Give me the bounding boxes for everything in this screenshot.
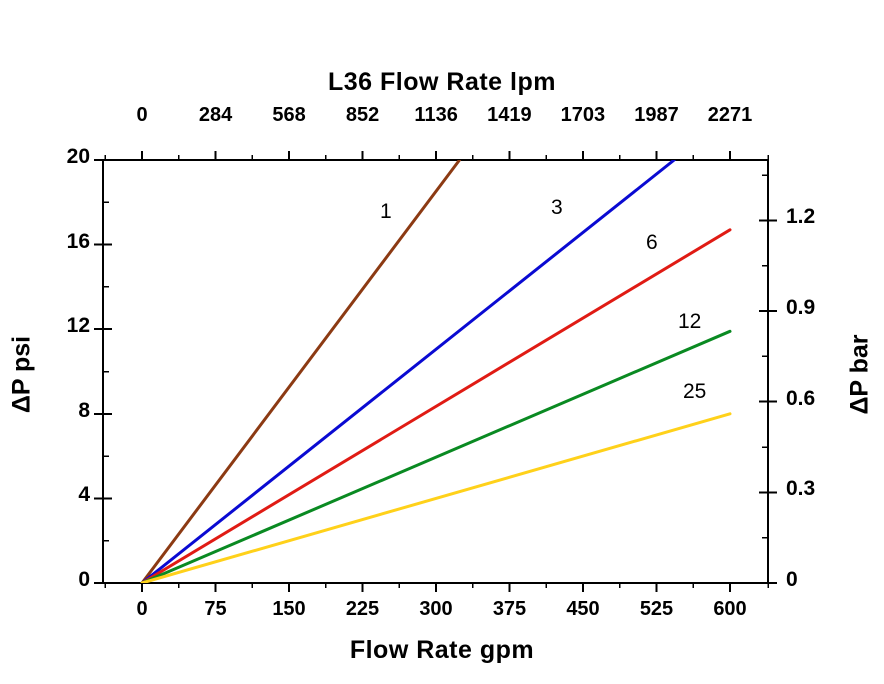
ytick-label-left-16: 16 [66,229,90,253]
ytick-label-right-0p6: 0.6 [786,386,816,410]
series-line-3 [140,160,676,583]
ytick-label-left-12: 12 [66,314,90,338]
curve-label-3: 3 [551,196,563,219]
xtick-label-top-568: 568 [272,104,306,126]
top-axis-title: L36 Flow Rate lpm [328,68,556,96]
ytick-label-left-8: 8 [78,398,90,422]
xtick-label-bottom-450: 450 [566,598,600,620]
xtick-label-bottom-225: 225 [345,598,380,620]
xtick-label-top-284: 284 [198,104,233,126]
xtick-label-bottom-375: 375 [492,598,527,620]
ytick-label-right-0: 0 [786,568,798,591]
curve-label-1: 1 [380,200,392,223]
curve-label-12: 12 [678,310,702,333]
xtick-label-top-852: 852 [345,104,380,126]
series-line-12 [140,329,732,583]
xtick-label-bottom-150: 150 [272,598,306,620]
xtick-label-bottom-75: 75 [204,598,227,620]
series-group [140,160,732,583]
xtick-label-bottom-0: 0 [136,598,148,620]
xtick-label-top-2271: 2271 [707,104,753,126]
ytick-label-right-1p2: 1.2 [786,205,816,229]
xtick-label-top-0: 0 [136,104,148,126]
xtick-label-top-1419: 1419 [487,104,532,126]
curve-label-6: 6 [646,231,658,254]
bottom-axis-title: Flow Rate gpm [349,636,535,664]
series-line-25 [140,412,732,583]
ytick-label-right-0p9: 0.9 [786,296,816,320]
xtick-label-top-1703: 1703 [560,104,606,126]
ytick-label-left-0: 0 [78,568,90,591]
ytick-label-left-4: 4 [78,483,90,507]
ytick-label-left-20: 20 [66,145,90,168]
xtick-label-top-1987: 1987 [634,104,679,126]
xtick-label-bottom-525: 525 [639,598,674,620]
ytick-label-right-0p3: 0.3 [786,477,816,501]
xtick-label-bottom-600: 600 [713,598,747,620]
series-line-1 [140,160,462,583]
curve-label-25: 25 [683,380,707,403]
series-line-6 [140,228,732,583]
xtick-label-top-1136: 1136 [414,104,458,126]
xtick-label-bottom-300: 300 [419,598,453,620]
